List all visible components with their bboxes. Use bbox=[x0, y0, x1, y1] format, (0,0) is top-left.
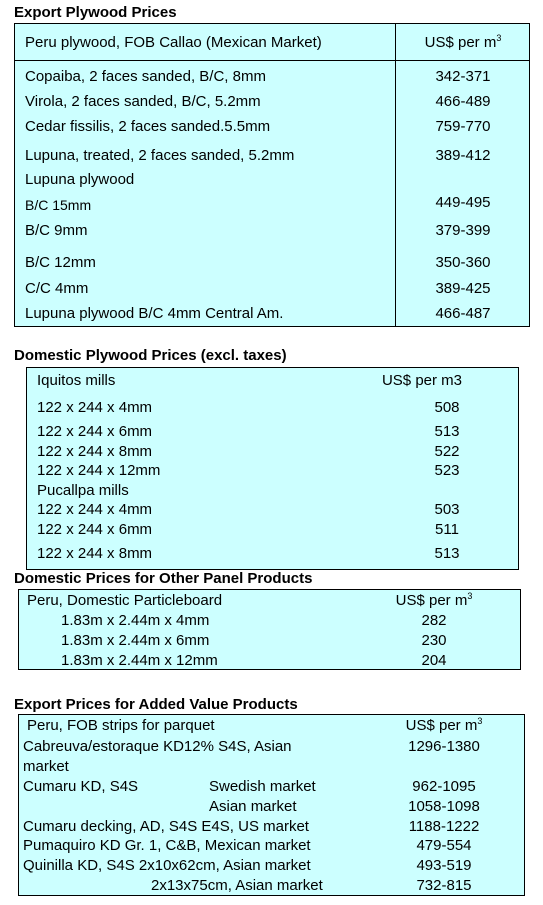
row-label: 122 x 244 x 12mm bbox=[37, 462, 161, 479]
other-panel-title: Domestic Prices for Other Panel Products bbox=[14, 570, 313, 587]
row-value: 350-360 bbox=[435, 254, 491, 271]
row-value: 508 bbox=[434, 399, 460, 416]
row-value: 379-399 bbox=[435, 222, 491, 239]
export-plywood-title: Export Plywood Prices bbox=[14, 4, 177, 21]
row-value: 389-425 bbox=[435, 280, 491, 297]
row-label: C/C 4mm bbox=[25, 280, 89, 297]
row-value: 204 bbox=[421, 652, 447, 669]
header-unit: US$ per m3 bbox=[395, 591, 473, 610]
row-label: Virola, 2 faces sanded, B/C, 5.2mm bbox=[25, 93, 261, 110]
header-unit: US$ per m3 bbox=[381, 372, 463, 389]
row-market: Swedish market bbox=[209, 778, 316, 795]
row-label: 122 x 244 x 8mm bbox=[37, 443, 153, 460]
row-label: Pucallpa mills bbox=[37, 482, 129, 499]
row-value: 522 bbox=[434, 443, 460, 460]
row-label: B/C 15mm bbox=[25, 197, 92, 213]
header-label: Iquitos mills bbox=[37, 372, 116, 389]
row-label: 122 x 244 x 4mm bbox=[37, 501, 153, 518]
row-value: 513 bbox=[434, 545, 460, 562]
row-value: 1188-1222 bbox=[408, 818, 480, 835]
row-label: Copaiba, 2 faces sanded, B/C, 8mm bbox=[25, 68, 266, 85]
row-value: 759-770 bbox=[435, 118, 491, 135]
row-label: 122 x 244 x 8mm bbox=[37, 545, 153, 562]
row-label: Lupuna plywood bbox=[25, 171, 135, 188]
row-label: 122 x 244 x 6mm bbox=[37, 521, 153, 538]
added-value-table: Peru, FOB strips for parquet US$ per m3 … bbox=[18, 714, 525, 896]
row-value: 282 bbox=[421, 612, 447, 629]
row-value: 503 bbox=[434, 501, 460, 518]
row-label: Lupuna plywood B/C 4mm Central Am. bbox=[25, 305, 284, 322]
row-label: 1.83m x 2.44m x 12mm bbox=[61, 652, 218, 669]
row-label: B/C 12mm bbox=[25, 254, 96, 271]
row-value: 1058-1098 bbox=[408, 798, 480, 815]
row-value: 479-554 bbox=[416, 837, 472, 854]
divider bbox=[395, 24, 396, 326]
row-label: 122 x 244 x 6mm bbox=[37, 423, 153, 440]
row-value: 342-371 bbox=[435, 68, 491, 85]
row-label: B/C 9mm bbox=[25, 222, 88, 239]
row-market: Asian market bbox=[209, 798, 297, 815]
header-label: Peru, Domestic Particleboard bbox=[27, 592, 223, 609]
row-label: 1.83m x 2.44m x 6mm bbox=[61, 632, 210, 649]
export-plywood-table: Peru plywood, FOB Callao (Mexican Market… bbox=[14, 23, 530, 327]
header-unit: US$ per m3 bbox=[424, 33, 502, 52]
row-label: 122 x 244 x 4mm bbox=[37, 399, 153, 416]
row-label: Cumaru KD, S4S bbox=[23, 778, 139, 795]
row-label: Cumaru decking, AD, S4S E4S, US market bbox=[23, 818, 309, 835]
row-value: 389-412 bbox=[435, 147, 491, 164]
row-value: 493-519 bbox=[416, 857, 472, 874]
added-value-title: Export Prices for Added Value Products bbox=[14, 696, 298, 713]
header-label: Peru, FOB strips for parquet bbox=[27, 717, 215, 734]
row-label: 1.83m x 2.44m x 4mm bbox=[61, 612, 210, 629]
divider bbox=[15, 60, 529, 61]
row-value: 1296-1380 bbox=[408, 738, 480, 755]
row-value: 962-1095 bbox=[412, 778, 476, 795]
row-label: Lupuna, treated, 2 faces sanded, 5.2mm bbox=[25, 147, 295, 164]
row-label: Pumaquiro KD Gr. 1, C&B, Mexican market bbox=[23, 837, 311, 854]
row-value: 732-815 bbox=[416, 877, 472, 894]
header-label: Peru plywood, FOB Callao (Mexican Market… bbox=[25, 34, 322, 51]
row-label: market bbox=[23, 758, 69, 775]
row-label: Cedar fissilis, 2 faces sanded.5.5mm bbox=[25, 118, 271, 135]
domestic-plywood-table: Iquitos mills US$ per m3 122 x 244 x 4mm… bbox=[26, 367, 519, 570]
row-market: 2x13x75cm, Asian market bbox=[151, 877, 323, 894]
row-value: 466-487 bbox=[435, 305, 491, 322]
header-unit: US$ per m3 bbox=[405, 716, 483, 735]
row-value: 513 bbox=[434, 423, 460, 440]
row-value: 449-495 bbox=[435, 194, 491, 211]
row-value: 466-489 bbox=[435, 93, 491, 110]
domestic-plywood-title: Domestic Plywood Prices (excl. taxes) bbox=[14, 347, 287, 364]
row-value: 523 bbox=[434, 462, 460, 479]
row-value: 511 bbox=[435, 521, 459, 538]
row-label: Cabreuva/estoraque KD12% S4S, Asian bbox=[23, 738, 292, 755]
row-value: 230 bbox=[421, 632, 447, 649]
row-label: Quinilla KD, S4S 2x10x62cm, Asian market bbox=[23, 857, 311, 874]
other-panel-table: Peru, Domestic Particleboard US$ per m3 … bbox=[18, 589, 521, 670]
